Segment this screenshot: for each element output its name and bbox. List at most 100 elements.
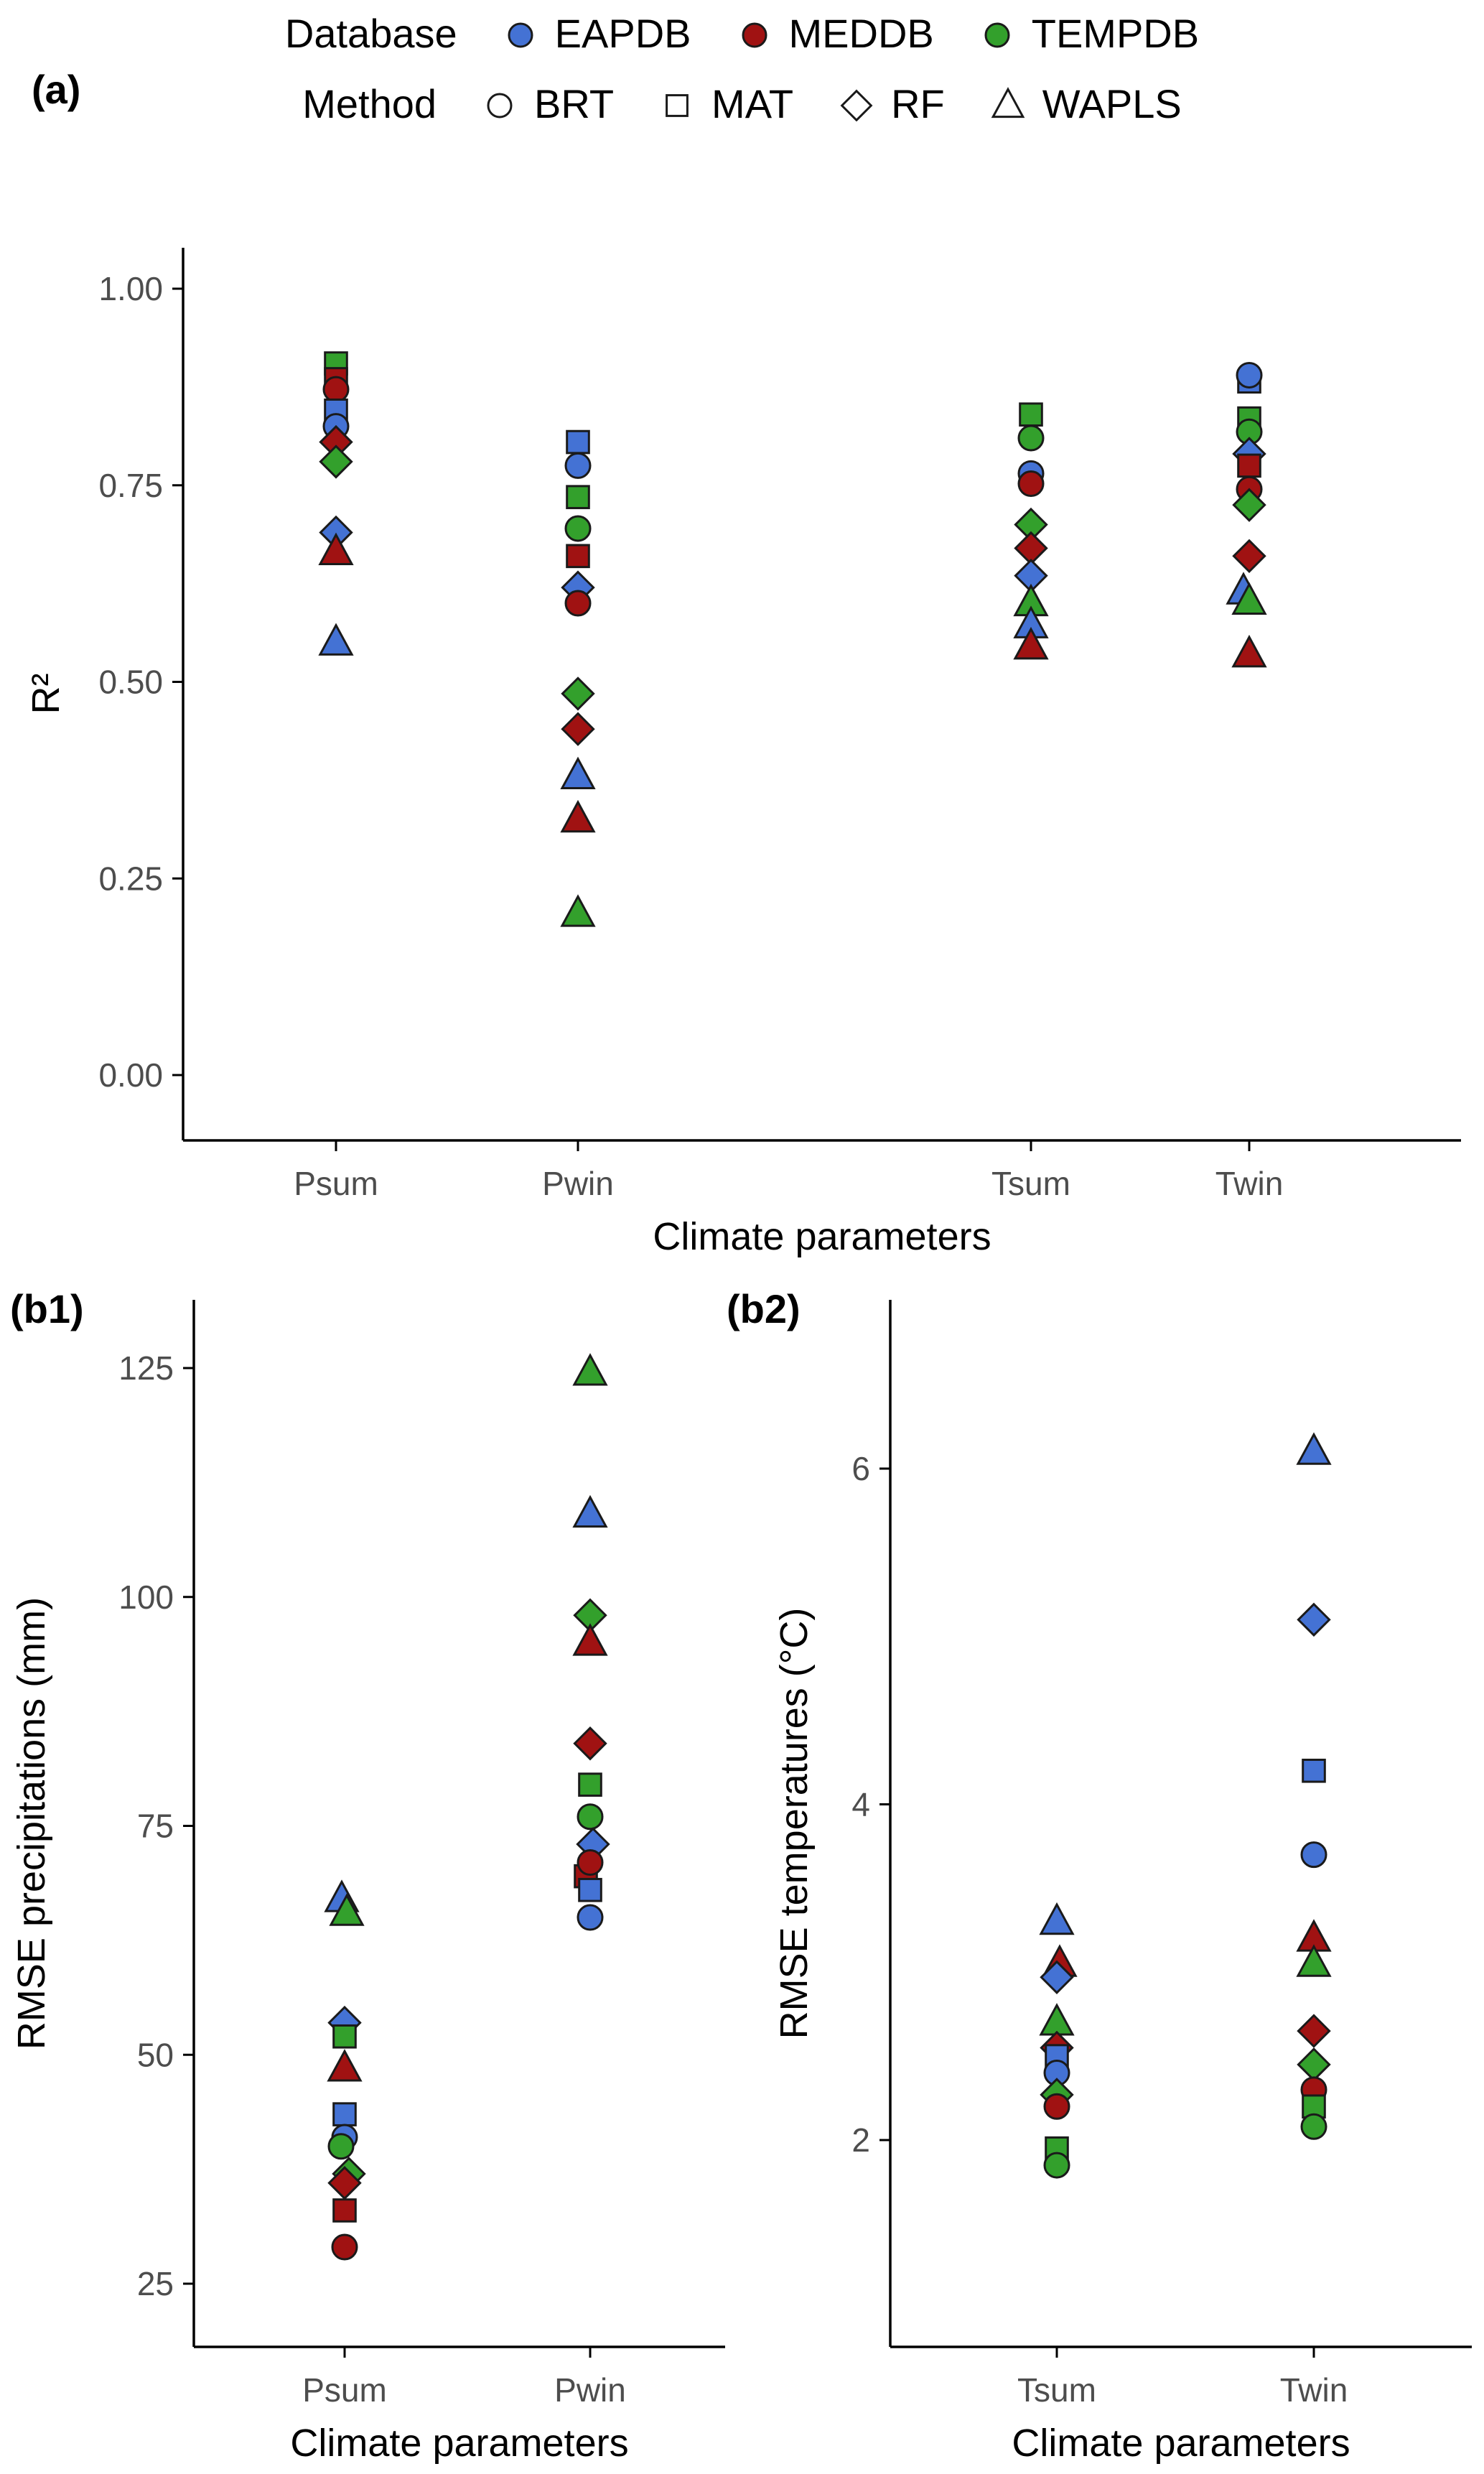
data-point-eapdb-mat — [332, 2102, 357, 2126]
data-point-meddb-mat — [332, 2198, 357, 2223]
legend-method-item-brt: BRT — [482, 80, 614, 127]
x-axis-title: Climate parameters — [653, 1215, 991, 1258]
legend-method-item-rf: RF — [839, 80, 945, 127]
panel-tag-b2: (b2) — [727, 1286, 801, 1331]
data-point-eapdb-brt — [564, 452, 592, 479]
data-point-tempdb-brt — [1017, 424, 1045, 452]
x-tick-label: Psum — [294, 1165, 378, 1202]
circle-shape-icon — [487, 93, 513, 118]
data-point-eapdb-wapls — [318, 623, 354, 656]
data-point-eapdb-brt — [1236, 361, 1263, 389]
panel-b1: 25 50 75 100 125 Psum Pwin RMSE precipitations … — [10, 1300, 725, 2465]
x-tick-label: Twin — [1215, 1165, 1284, 1202]
data-point-meddb-wapls — [1013, 626, 1049, 660]
data-point-meddb-mat — [1237, 453, 1261, 478]
legend-method-label: WAPLS — [1042, 81, 1182, 126]
panel-a: 0.00 0.25 0.50 0.75 1.00 Psum Pwin Tsum Twin R² Cl… — [24, 248, 1461, 1258]
data-point-eapdb-mat — [578, 1877, 602, 1902]
data-point-meddb-mat — [566, 544, 590, 569]
data-point-meddb-brt — [577, 1849, 604, 1876]
x-tick-label: Psum — [302, 2371, 387, 2409]
data-point-meddb-brt — [322, 376, 350, 403]
data-point-eapdb-brt — [1300, 1841, 1327, 1869]
database-color-dot-icon — [984, 22, 1010, 47]
legend-method-label: RF — [891, 81, 945, 126]
data-point-eapdb-brt — [577, 1904, 604, 1931]
legend-method-label: BRT — [534, 81, 615, 126]
y-tick-label: 0.25 — [98, 860, 163, 897]
data-point-meddb-brt — [1043, 2093, 1070, 2120]
triangle-shape-icon — [991, 86, 1025, 118]
data-point-tempdb-mat — [566, 485, 590, 509]
legend-database-label: EAPDB — [554, 11, 691, 56]
x-axis-title: Climate parameters — [290, 2422, 628, 2465]
data-point-eapdb-rf — [1297, 1602, 1331, 1637]
data-point-meddb-rf — [1297, 2014, 1331, 2048]
data-point-tempdb-brt — [1043, 2152, 1070, 2179]
panel-b2: 2 4 6 Tsum Twin RMSE temperatures (°C) Climate… — [773, 1300, 1472, 2465]
data-point-tempdb-rf — [561, 676, 595, 711]
legend-database-row: Database EAPDB MEDDB TEMPDB — [0, 10, 1484, 57]
panel-tag-b1: (b1) — [10, 1286, 84, 1331]
data-point-eapdb-mat — [1302, 1758, 1326, 1783]
database-color-dot-icon — [742, 22, 767, 47]
legend-method-label: MAT — [711, 81, 794, 126]
data-point-tempdb-rf — [319, 445, 353, 479]
data-point-tempdb-wapls — [572, 1353, 608, 1386]
data-point-tempdb-rf — [1297, 2047, 1331, 2082]
data-point-tempdb-wapls — [560, 894, 596, 927]
data-point-tempdb-mat — [578, 1772, 602, 1797]
data-point-meddb-wapls — [318, 532, 354, 565]
data-point-tempdb-brt — [564, 515, 592, 542]
y-axis-title: RMSE temperatures (°C) — [773, 1608, 816, 2040]
data-point-tempdb-brt — [327, 2133, 355, 2160]
y-tick-label: 0.00 — [98, 1056, 163, 1094]
legend-database-label: MEDDB — [788, 11, 934, 56]
legend-method-item-mat: MAT — [660, 80, 793, 127]
data-point-meddb-rf — [561, 712, 595, 746]
data-point-tempdb-mat — [332, 2024, 357, 2049]
x-tick-label: Pwin — [542, 1165, 614, 1202]
data-point-eapdb-wapls — [560, 756, 596, 790]
data-point-eapdb-wapls — [1039, 1902, 1075, 1935]
x-tick-label: Twin — [1280, 2371, 1348, 2409]
y-tick-label: 1.00 — [98, 270, 163, 307]
y-tick-label: 25 — [137, 2265, 174, 2302]
y-tick-label: 4 — [851, 1786, 870, 1823]
legend-database-title: Database — [284, 11, 457, 56]
y-tick-label: 0.75 — [98, 467, 163, 504]
data-point-eapdb-rf — [1040, 1960, 1074, 1994]
legend-method-item-wapls: WAPLS — [991, 80, 1182, 127]
data-point-tempdb-brt — [1300, 2113, 1327, 2140]
square-shape-icon — [666, 93, 689, 117]
legend-method-title: Method — [302, 81, 437, 126]
legend-database-item-eapdb: EAPDB — [503, 10, 691, 57]
data-point-meddb-rf — [1232, 539, 1266, 574]
y-tick-label: 100 — [118, 1578, 174, 1616]
y-tick-label: 125 — [118, 1349, 174, 1387]
data-point-meddb-brt — [564, 590, 592, 617]
data-point-tempdb-wapls — [1296, 1944, 1332, 1977]
data-point-tempdb-rf — [1232, 488, 1266, 522]
data-point-eapdb-mat — [566, 429, 590, 455]
data-point-tempdb-wapls — [329, 1893, 365, 1926]
x-tick-label: Pwin — [554, 2371, 626, 2409]
data-point-eapdb-wapls — [572, 1494, 608, 1528]
data-point-meddb-rf — [573, 1726, 607, 1761]
data-point-meddb-brt — [331, 2233, 358, 2261]
data-point-eapdb-wapls — [1296, 1432, 1332, 1465]
legend-database-item-meddb: MEDDB — [737, 10, 934, 57]
diamond-shape-icon — [840, 89, 873, 121]
y-tick-label: 75 — [137, 1808, 174, 1845]
x-tick-label: Tsum — [1017, 2371, 1096, 2409]
y-tick-label: 2 — [851, 2121, 870, 2159]
database-color-dot-icon — [508, 22, 533, 47]
data-point-meddb-brt — [1017, 470, 1045, 498]
legend-method-row: Method BRT MAT RF WAPLS — [0, 80, 1484, 127]
legend-database-item-tempdb: TEMPDB — [980, 10, 1199, 57]
data-point-tempdb-wapls — [1231, 582, 1267, 615]
y-axis-title: RMSE precipitations (mm) — [10, 1597, 53, 2050]
data-point-tempdb-wapls — [1039, 2003, 1075, 2036]
